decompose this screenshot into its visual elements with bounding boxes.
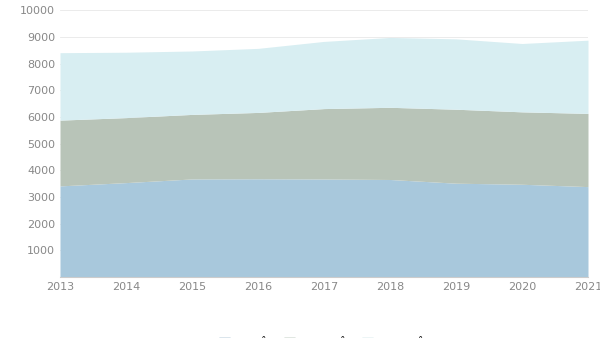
Legend: 6-9 år, 10-12 år, 13-15 år: 6-9 år, 10-12 år, 13-15 år xyxy=(216,335,432,338)
